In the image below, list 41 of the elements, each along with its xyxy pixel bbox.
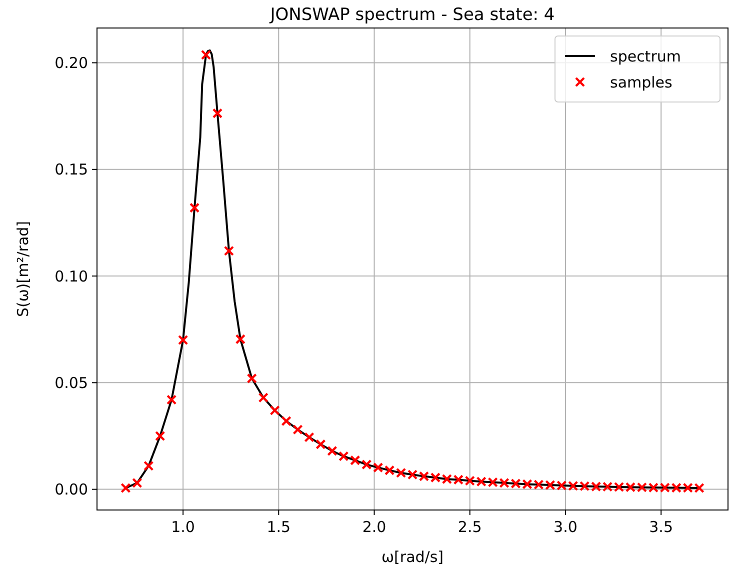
point	[189, 202, 200, 213]
chart-title: JONSWAP spectrum - Sea state: 4	[269, 5, 555, 25]
x-tick-label: 3.0	[554, 518, 578, 536]
x-tick-label: 2.0	[362, 518, 386, 536]
point	[270, 405, 280, 416]
point	[178, 334, 188, 346]
x-tick-label: 1.5	[266, 518, 291, 536]
point	[155, 430, 166, 442]
point	[258, 392, 268, 403]
point	[166, 394, 177, 405]
point	[200, 50, 212, 60]
x-tick-label: 1.0	[171, 518, 195, 536]
point	[304, 432, 314, 442]
point	[132, 478, 142, 488]
y-tick-label: 0.05	[54, 374, 88, 392]
point	[384, 465, 395, 476]
point	[292, 424, 303, 435]
line-series	[124, 49, 700, 490]
point	[362, 459, 372, 470]
point	[120, 482, 131, 494]
x-axis-title: ω[rad/s]	[381, 548, 444, 566]
point	[224, 246, 234, 256]
y-tick-label: 0.10	[54, 267, 88, 286]
point	[372, 462, 384, 473]
point	[281, 416, 292, 426]
x-tick-label: 2.5	[458, 518, 482, 536]
x-tick-label: 3.5	[649, 518, 674, 536]
point	[316, 439, 326, 450]
point	[246, 373, 257, 384]
legend-label: samples	[610, 73, 673, 92]
point	[212, 108, 223, 118]
point	[327, 446, 338, 456]
y-tick-label: 0.00	[54, 480, 88, 499]
y-axis-title: S(ω)[m²/rad]	[14, 220, 32, 318]
point	[235, 334, 246, 344]
point	[144, 460, 154, 471]
point	[338, 451, 349, 462]
point	[350, 455, 360, 466]
y-tick-label: 0.20	[54, 54, 88, 72]
legend-label: spectrum	[610, 47, 681, 66]
y-tick-label: 0.15	[54, 160, 88, 179]
